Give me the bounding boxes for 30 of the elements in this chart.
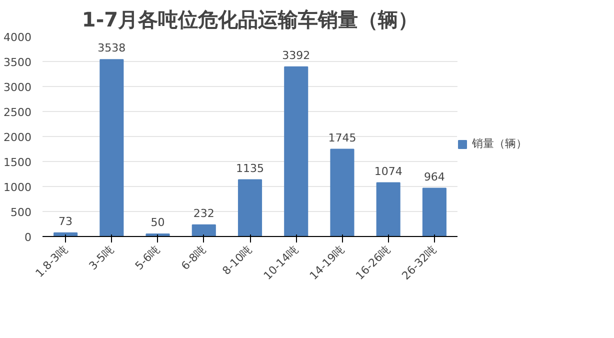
x-tick-label: 5-6吨	[132, 242, 162, 273]
data-label: 232	[193, 206, 214, 220]
legend-label: 销量（辆）	[472, 136, 527, 151]
bar	[100, 59, 124, 236]
bar	[330, 148, 354, 236]
y-tick-label: 3000	[4, 81, 32, 94]
x-tick-label: 3-5吨	[86, 242, 116, 273]
y-tick-label: 3500	[4, 56, 32, 69]
bar	[192, 224, 216, 236]
data-label: 3392	[282, 48, 310, 62]
bar	[238, 179, 262, 236]
y-tick-label: 1500	[4, 156, 32, 169]
data-label: 50	[150, 216, 165, 229]
y-tick-label: 500	[10, 206, 32, 219]
data-label: 1745	[328, 131, 356, 144]
y-tick-label: 4000	[4, 31, 32, 44]
y-tick-label: 2500	[4, 106, 32, 119]
y-tick-label: 1000	[4, 181, 32, 194]
bar	[422, 188, 446, 236]
data-label: 1135	[236, 162, 264, 175]
y-tick-label: 0	[24, 231, 32, 244]
x-tick-label: 6-8吨	[178, 242, 208, 273]
data-label: 1074	[374, 164, 402, 178]
y-tick-label: 2000	[4, 131, 32, 144]
bar	[376, 182, 400, 236]
chart-title: 1-7月各吨位危化品运输车销量（辆）	[82, 8, 418, 32]
data-label: 964	[424, 170, 445, 184]
data-label: 3538	[98, 42, 126, 55]
bar	[284, 66, 308, 236]
data-label: 73	[58, 214, 73, 228]
